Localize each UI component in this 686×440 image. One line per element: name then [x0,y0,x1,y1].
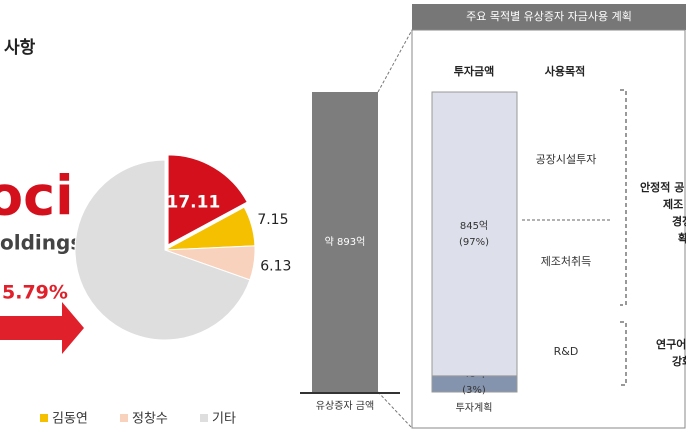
segment-share: (97%) [459,237,489,248]
purpose: 공장시설투자 [536,153,597,166]
note: 강화 [672,354,686,368]
legend-swatch [120,414,128,422]
highlight: 5.79% [2,282,68,304]
logo-sub: oldings [0,231,82,255]
x-label: 투자계획 [456,402,493,414]
bar-label: 약 893억 [325,236,366,248]
segment-share: (3%) [462,385,486,396]
logo: oci [0,165,74,228]
note: 안정적 공 [640,180,684,194]
slide-title: 사항 [4,37,36,58]
column-header: 사용목적 [545,64,585,78]
note: 제조 [663,197,683,211]
x-label: 유상증자 금액 [316,400,374,412]
column-header: 투자금액 [454,64,494,78]
panel-header [412,4,686,30]
note: 확 [678,231,686,245]
data-label: 7.15 [257,212,288,228]
pie-slice [74,159,251,341]
bar-segment [431,91,518,377]
panel-border [411,29,686,429]
legend-label: 기타 [212,412,236,427]
bar [312,92,378,392]
note: 경정 [672,214,686,228]
segment-label: 845억 [460,220,488,232]
purpose: R&D [554,345,579,358]
data-label: 6.13 [260,258,291,274]
panel-title: 주요 목적별 유상증자 자금사용 계획 [466,10,632,23]
legend-swatch [40,414,48,422]
note: 연구어 [656,337,686,351]
data-label: 17.11 [167,192,221,212]
arrow [0,302,84,354]
legend-label: 김동연 [52,412,88,427]
legend-label: 정창수 [132,412,168,427]
connector [377,391,413,429]
legend-swatch [200,414,208,422]
pie-slice [167,154,248,246]
connector [377,29,413,93]
bracket [620,89,627,386]
purpose: 제조처취득 [541,255,592,268]
